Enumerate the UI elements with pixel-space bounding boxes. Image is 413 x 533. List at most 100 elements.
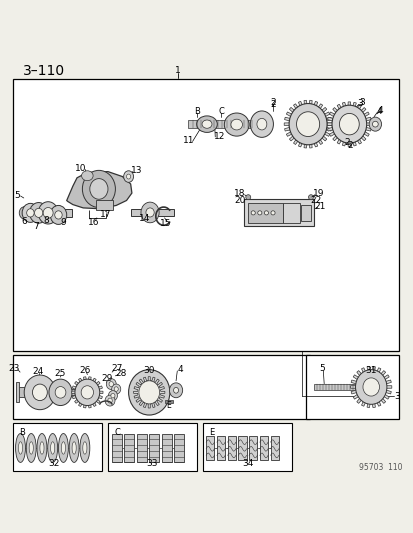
Bar [149, 433, 159, 463]
Ellipse shape [50, 205, 66, 224]
Ellipse shape [80, 433, 90, 463]
Ellipse shape [230, 119, 242, 130]
Text: 2: 2 [344, 138, 349, 147]
Text: 6: 6 [22, 217, 27, 227]
Text: 4: 4 [377, 107, 382, 116]
Ellipse shape [109, 382, 113, 386]
Text: 2: 2 [270, 98, 275, 107]
Ellipse shape [141, 202, 159, 223]
Ellipse shape [105, 395, 115, 406]
Bar [282, 203, 299, 223]
Ellipse shape [55, 211, 62, 219]
Ellipse shape [108, 391, 117, 401]
Bar [13, 355, 309, 419]
Polygon shape [71, 377, 103, 408]
Ellipse shape [69, 433, 79, 463]
Bar [24, 209, 72, 217]
Text: 12: 12 [213, 132, 225, 141]
Bar [249, 435, 257, 461]
Circle shape [257, 211, 261, 215]
Bar [161, 433, 171, 463]
Text: C: C [114, 428, 120, 437]
Text: 95703  110: 95703 110 [358, 463, 402, 472]
Ellipse shape [43, 207, 53, 218]
Text: 7: 7 [33, 222, 38, 231]
Polygon shape [66, 172, 132, 209]
Ellipse shape [55, 386, 66, 398]
Ellipse shape [112, 384, 121, 394]
Text: 28: 28 [115, 369, 126, 378]
Bar [66, 390, 85, 395]
Ellipse shape [111, 393, 115, 398]
Bar [259, 435, 268, 461]
Ellipse shape [26, 209, 34, 217]
Text: 24: 24 [32, 367, 43, 376]
Text: 9: 9 [60, 218, 66, 227]
Bar [16, 383, 19, 402]
Text: 8: 8 [43, 216, 49, 225]
Ellipse shape [38, 201, 58, 224]
Bar [13, 423, 102, 471]
Polygon shape [283, 100, 331, 148]
Text: 29: 29 [101, 374, 113, 383]
Bar [13, 79, 398, 351]
Ellipse shape [139, 381, 159, 404]
Ellipse shape [50, 442, 55, 454]
Ellipse shape [47, 433, 57, 463]
Text: 2: 2 [347, 141, 353, 150]
Bar [270, 435, 278, 461]
Ellipse shape [16, 433, 25, 463]
Text: 13: 13 [131, 166, 142, 175]
Bar [124, 433, 134, 463]
Circle shape [245, 195, 250, 200]
Ellipse shape [169, 383, 182, 398]
Ellipse shape [90, 179, 108, 199]
Ellipse shape [368, 117, 381, 131]
Bar [248, 203, 282, 223]
Text: C: C [218, 107, 224, 116]
Ellipse shape [22, 204, 38, 222]
Ellipse shape [339, 114, 358, 135]
Ellipse shape [58, 433, 68, 463]
Bar [112, 433, 122, 463]
Text: 5: 5 [14, 191, 20, 200]
Bar [95, 200, 113, 209]
Ellipse shape [49, 379, 72, 406]
Polygon shape [350, 366, 391, 408]
Text: 17: 17 [100, 209, 112, 219]
Text: B: B [193, 107, 199, 116]
Text: 31: 31 [365, 366, 376, 375]
Ellipse shape [82, 171, 115, 207]
Ellipse shape [81, 386, 93, 399]
Ellipse shape [26, 433, 36, 463]
Text: 16: 16 [88, 218, 99, 227]
Bar [202, 423, 291, 471]
Text: B: B [19, 428, 25, 437]
Text: 23: 23 [9, 365, 20, 373]
Ellipse shape [114, 387, 118, 391]
Text: 22: 22 [310, 196, 321, 205]
Ellipse shape [224, 113, 249, 136]
Text: 20: 20 [234, 196, 245, 205]
Circle shape [308, 195, 313, 200]
Text: 15: 15 [159, 219, 171, 228]
Text: 19: 19 [312, 189, 323, 198]
Bar [137, 433, 146, 463]
Ellipse shape [72, 442, 76, 454]
Bar [206, 435, 214, 461]
Ellipse shape [61, 442, 65, 454]
Ellipse shape [362, 378, 379, 396]
Bar [313, 384, 355, 390]
Text: 10: 10 [75, 164, 87, 173]
Bar [216, 435, 225, 461]
Ellipse shape [24, 375, 55, 410]
Bar [108, 423, 196, 471]
Circle shape [251, 211, 255, 215]
Text: E: E [166, 401, 171, 410]
Ellipse shape [81, 171, 93, 181]
Ellipse shape [296, 112, 319, 136]
Ellipse shape [355, 370, 386, 405]
Text: 21: 21 [314, 202, 325, 211]
Text: 3: 3 [357, 99, 363, 108]
Text: 18: 18 [234, 189, 245, 198]
